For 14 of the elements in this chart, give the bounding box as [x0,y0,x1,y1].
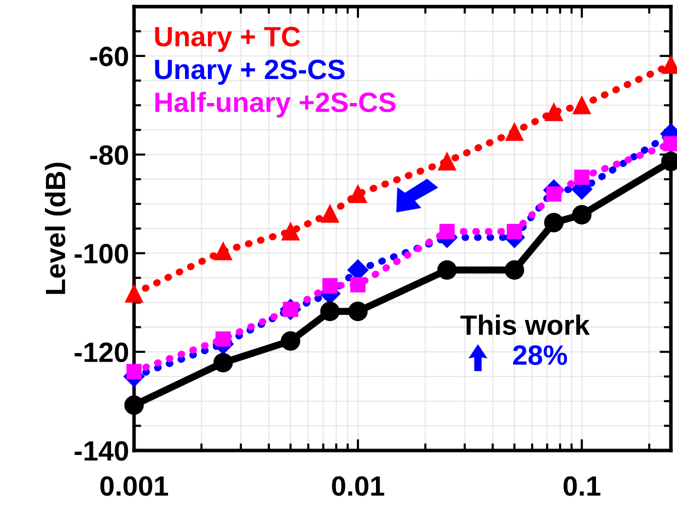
y-tick-label: -80 [90,145,128,165]
annotation: This work [460,314,590,335]
y-tick-label: -140 [74,441,128,461]
annotation: 28% [513,345,568,365]
text: Unary + 2S-CS [155,60,345,85]
y-tick-label: -60 [90,46,128,66]
x-tick-label: 0.001 [100,476,168,496]
text: Unary + TC [155,26,300,52]
y-tick-label: -120 [74,342,128,362]
y-axis-title: Level (dB) [44,162,71,294]
x-tick-label: 0.01 [332,476,384,496]
y-tick-label: -100 [74,244,128,264]
x-tick-label: 0.1 [564,476,600,496]
text: Half-unary +2S-CS [155,92,396,118]
